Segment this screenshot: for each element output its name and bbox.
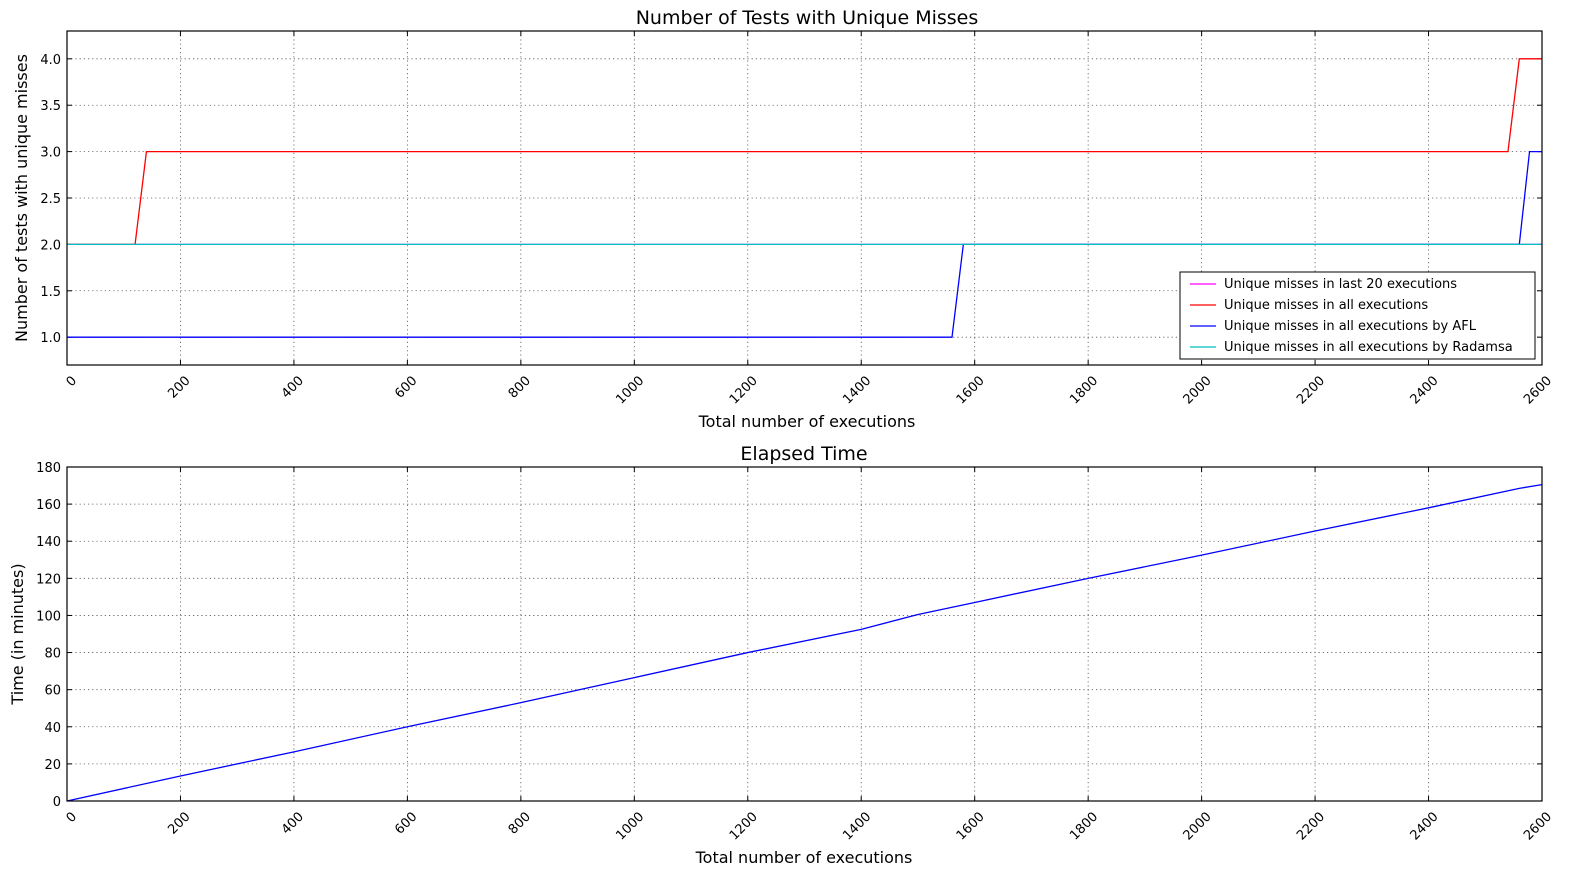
x-tick-label: 2200 [1294,373,1328,407]
x-tick-label: 1600 [954,373,988,407]
y-tick-label: 1.5 [40,285,61,300]
chart-title: Elapsed Time [740,443,867,465]
x-tick-label: 200 [165,373,193,401]
legend-entry: Unique misses in all executions by AFL [1190,319,1477,334]
chart-elapsed-time: Elapsed Time Total number of executions … [8,443,1555,867]
y-tick-label: 160 [36,498,61,513]
y-tick-label: 1.0 [40,331,61,346]
plot-frame [66,466,1543,802]
y-tick-label: 60 [44,684,61,699]
x-tick-label: 0 [64,373,80,389]
y-tick-label: 100 [36,609,61,624]
legend-box [1179,271,1536,360]
series-lines [67,58,1542,338]
x-tick-label: 2600 [1521,373,1555,407]
y-tick-label: 20 [44,758,61,773]
legend-label: Unique misses in all executions by AFL [1224,319,1477,334]
legend-entry: Unique misses in all executions [1190,298,1428,313]
x-tick-label: 200 [165,809,193,837]
x-tick-label: 1000 [613,809,647,843]
legend-label: Unique misses in last 20 executions [1224,277,1457,292]
y-tick-label: 80 [44,647,61,662]
x-tick-label: 2400 [1408,373,1442,407]
x-tick-label: 1200 [727,809,761,843]
y-tick-label: 2.0 [40,238,61,253]
x-tick-label: 800 [506,373,534,401]
legend-entry: Unique misses in last 20 executions [1190,277,1457,292]
x-tick-label: 1800 [1067,809,1101,843]
x-tick-label: 2400 [1408,809,1442,843]
x-tick-label: 1400 [840,809,874,843]
legend-label: Unique misses in all executions by Radam… [1224,340,1513,355]
x-tick-label: 400 [279,373,307,401]
series-line [66,483,1543,802]
x-tick-label: 800 [506,809,534,837]
x-tick-label: 2600 [1521,809,1555,843]
y-tick-label: 40 [44,721,61,736]
x-tick-label: 2000 [1181,809,1215,843]
y-tick-label: 4.0 [40,53,61,68]
grid [66,466,1543,802]
x-tick-label: 1200 [727,373,761,407]
chart-unique-misses: Number of Tests with Unique Misses Total… [12,7,1555,431]
y-tick-label: 120 [36,572,61,587]
x-tick-label: 2000 [1181,373,1215,407]
x-tick-label: 1800 [1067,373,1101,407]
y-tick-label: 0 [53,795,61,810]
series-lines [66,483,1543,802]
x-tick-label: 0 [64,809,80,825]
x-tick-label: 600 [392,373,420,401]
y-axis-label: Number of tests with unique misses [12,54,31,342]
y-tick-label: 3.5 [40,99,61,114]
chart-title: Number of Tests with Unique Misses [636,7,979,29]
y-tick-label: 140 [36,535,61,550]
x-tick-label: 600 [392,809,420,837]
legend: Unique misses in last 20 executions Uniq… [1179,271,1536,360]
y-tick-label: 3.0 [40,146,61,161]
x-tick-label: 1600 [954,809,988,843]
x-tick-label: 400 [279,809,307,837]
x-tick-label: 2200 [1294,809,1328,843]
x-axis-label: Total number of executions [695,848,913,867]
plot-frame [66,30,1543,366]
y-tick-label: 180 [36,461,61,476]
x-tick-label: 1400 [840,373,874,407]
y-tick-label: 2.5 [40,192,61,207]
legend-entry: Unique misses in all executions by Radam… [1190,340,1513,355]
y-axis-label: Time (in minutes) [8,563,27,705]
legend-label: Unique misses in all executions [1224,298,1428,313]
x-axis-label: Total number of executions [698,412,916,431]
x-tick-label: 1000 [613,373,647,407]
series-line [67,58,1542,246]
